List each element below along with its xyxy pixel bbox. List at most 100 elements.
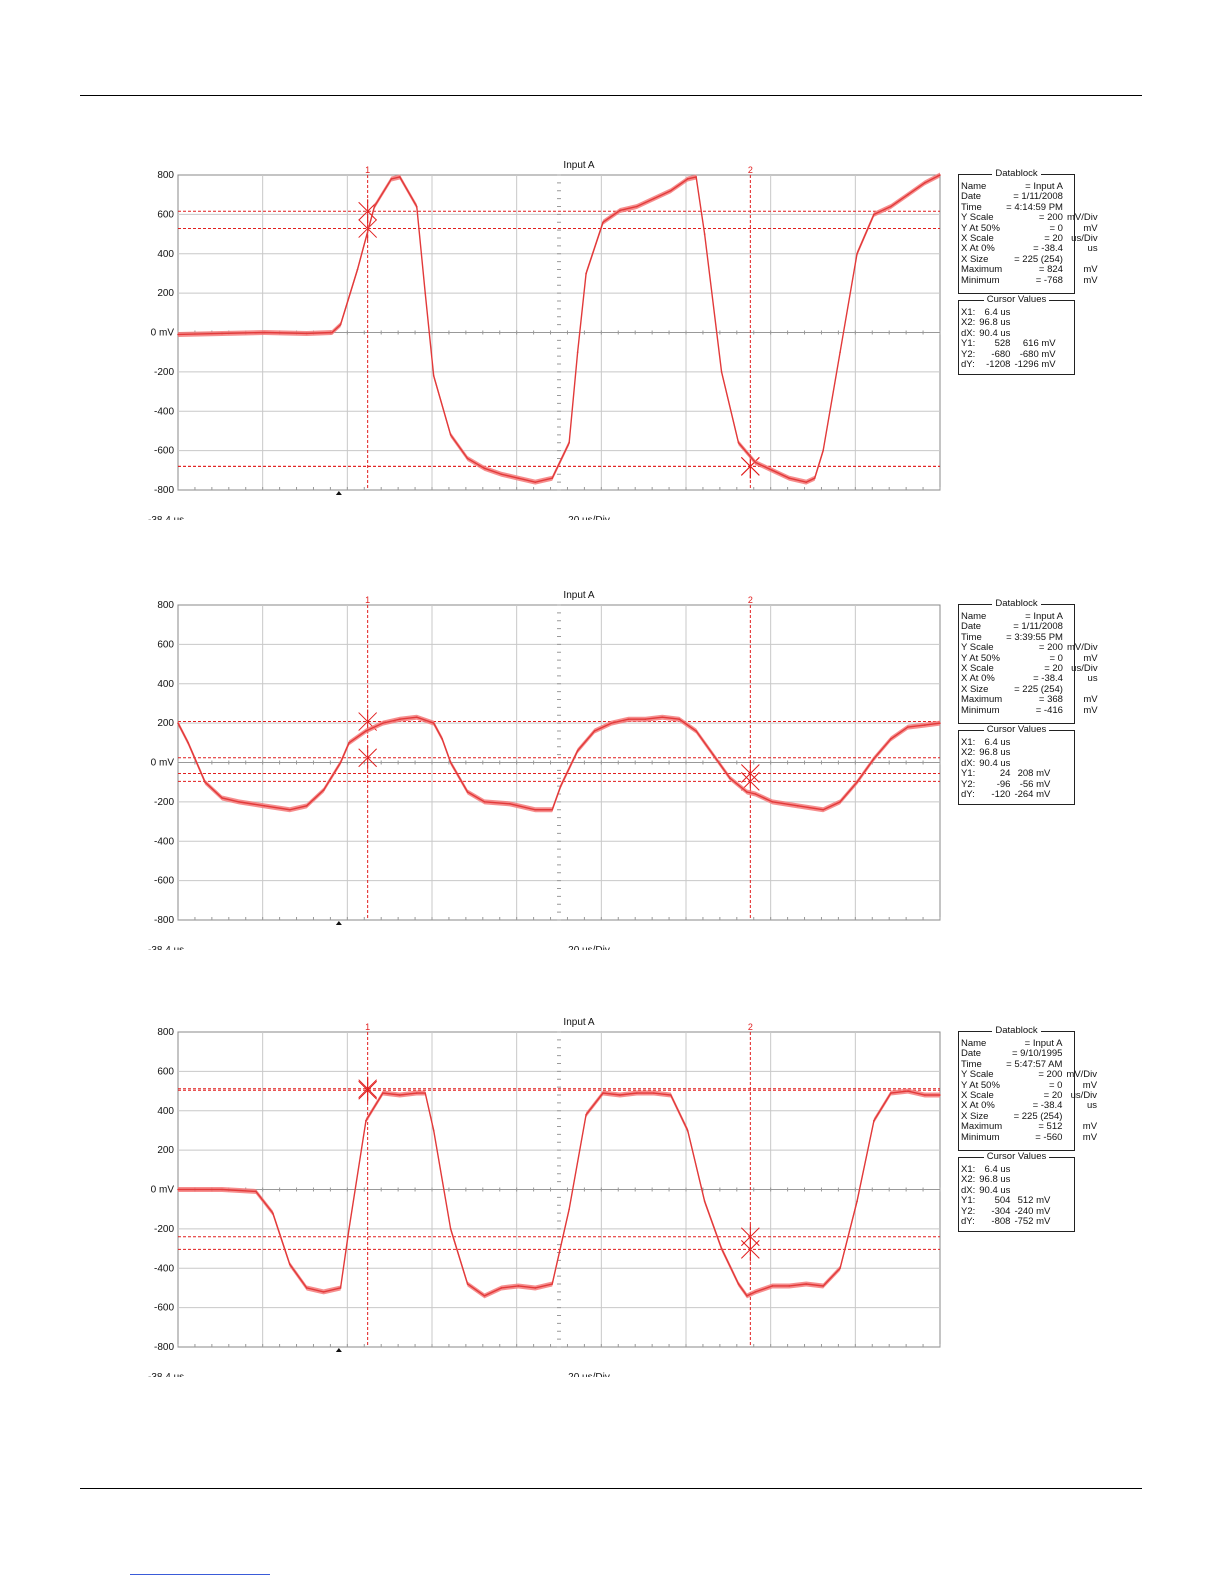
datablock-cell: us [1087, 1100, 1098, 1112]
cursor-values-row: dX: 90.4 us [961, 1185, 1052, 1196]
cursor-values-cell [1012, 1165, 1052, 1175]
data-point [873, 757, 875, 760]
datablock-cell: = Input A [1025, 181, 1063, 192]
waveform-series [177, 716, 941, 811]
y-tick-label: -800 [154, 485, 174, 496]
data-point [703, 233, 706, 235]
cursor-values-row: X2: 96.8 us [961, 317, 1058, 328]
cursor-values-cell: 528 [994, 338, 1011, 350]
datablock-row: Y Scale = 200 mV/Div [961, 1069, 1099, 1081]
data-point [839, 1267, 841, 1270]
cursor-values-cell: Y1: [961, 338, 976, 350]
datablock-cell: X Scale [961, 1090, 994, 1102]
chart-svg: 800 600 400 200 0 mV -200 -400 -600 -800 Input A -… [148, 160, 941, 520]
data-point [585, 272, 587, 275]
cursor-values-cell: 24 [999, 768, 1011, 780]
data-points [177, 1090, 941, 1297]
scope-panel-2: 800 600 400 200 0 mV -200 -400 -600 -800 Input A -… [130, 585, 1098, 950]
datablock-row: Time = 3:39:55 PM [961, 632, 1100, 643]
cursor-values-cell: -304 [991, 1205, 1011, 1217]
chart-title: Input A [563, 160, 594, 171]
data-point [746, 791, 748, 793]
data-point [619, 1094, 621, 1096]
data-point [822, 1285, 824, 1287]
data-point [754, 1291, 757, 1293]
cursor-values-cell: Y1: [961, 768, 976, 780]
y-tick-label: 0 mV [151, 1185, 175, 1196]
cursor-values-row: X2: 96.8 us [961, 1174, 1052, 1185]
cursor-values-cell [1012, 318, 1057, 328]
data-point [907, 726, 909, 728]
datablock-cell: mV [1083, 652, 1098, 664]
y-tick-label: -200 [154, 367, 174, 378]
cursor-values-row: X1: 6.4 us [961, 307, 1058, 318]
data-point [636, 205, 638, 208]
datablock-row: Y Scale = 200 mV/Div [961, 212, 1100, 223]
cursor-values-cell: 96.8 us [979, 747, 1011, 759]
data-point [703, 1200, 706, 1203]
cursor-values-row: Y2: -680 -680 mV [961, 349, 1058, 360]
data-point [382, 722, 384, 724]
datablock-cell: X Scale [961, 233, 994, 245]
data-point [737, 441, 740, 444]
y-tick-label: 800 [157, 170, 174, 181]
datablock-cell: Y At 50% [961, 652, 1000, 664]
x-left-label: -38.4 us [148, 945, 184, 950]
data-point [661, 716, 664, 719]
data-point [483, 467, 486, 470]
x-scale-label: 20 us/Div [568, 945, 610, 950]
cursor-values-row: dX: 90.4 us [961, 758, 1052, 769]
cursor-values-cell: 208 mV [1017, 768, 1051, 780]
data-point [382, 1092, 384, 1094]
datablock-cell: = 200 [1038, 1069, 1063, 1081]
datablock-cell: = -38.4 [1033, 243, 1063, 255]
datablock-cell: X Size [961, 253, 989, 265]
cursor-values-row: X2: 96.8 us [961, 747, 1052, 759]
cursor-values-cell: X1: [961, 307, 976, 318]
data-point [568, 441, 570, 444]
datablock-cell: = 9/10/1995 [1011, 1048, 1063, 1060]
cursor-label: 1 [365, 595, 370, 605]
cursor-values-cell [1012, 1175, 1052, 1185]
y-tick-label: 800 [157, 1027, 174, 1038]
datablock-cell: X At 0% [961, 243, 995, 255]
data-point [636, 1092, 638, 1094]
data-point [822, 808, 824, 811]
datablock-cell: mV [1082, 1131, 1098, 1143]
cursor-intersection-marker [740, 1224, 760, 1249]
cursor-intersection-marker [358, 745, 378, 770]
y-tick-label: 600 [157, 209, 174, 220]
datablock-cell: X At 0% [961, 673, 995, 685]
datablock-row: Y At 50% = 0 mV [961, 652, 1100, 664]
cursor-values-cell: Y1: [961, 1195, 976, 1207]
data-point [813, 477, 816, 479]
data-point [839, 801, 841, 803]
data-point [923, 1094, 926, 1096]
datablock-row: Date = 1/11/2008 [961, 191, 1100, 202]
data-point [339, 1287, 342, 1289]
datablock-row: X Scale = 20 us/Div [961, 663, 1100, 675]
datablock-cell: Y Scale [961, 1069, 994, 1081]
y-tick-label: 600 [157, 1066, 174, 1077]
cursor-values-title: Cursor Values [983, 294, 1050, 305]
datablock-title: Datablock [992, 1025, 1041, 1036]
data-point [856, 781, 858, 783]
scope-panel-3: 800 600 400 200 0 mV -200 -400 -600 -800 Input A -… [130, 1012, 1097, 1377]
cursor-values-cell: 90.4 us [979, 327, 1011, 339]
y-tick-label: -800 [154, 915, 174, 926]
datablock-title: Datablock [992, 598, 1041, 609]
cursor-values-cell: -264 mV [1014, 789, 1051, 801]
data-point [856, 1200, 858, 1203]
cursor-label: 2 [748, 165, 753, 175]
data-point [627, 718, 630, 720]
datablock-cell: Y Scale [961, 642, 994, 654]
footer-link-underline[interactable] [130, 1574, 270, 1575]
datablock-cell: Y At 50% [961, 1079, 1000, 1091]
data-point [415, 1092, 418, 1094]
data-point [466, 791, 469, 793]
data-point [390, 178, 393, 180]
waveform-series [177, 174, 941, 483]
datablock-cell: X Scale [961, 663, 994, 675]
